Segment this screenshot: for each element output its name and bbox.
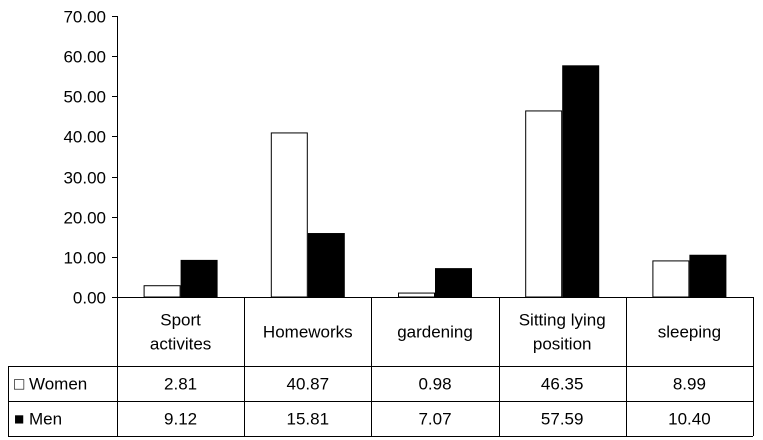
data-label-men: 15.81 [287, 410, 330, 429]
data-label-men: 57.59 [541, 410, 584, 429]
bars [143, 65, 727, 298]
bar-women-2 [398, 292, 435, 298]
category-label: sleeping [658, 323, 721, 342]
data-label-women: 0.98 [418, 375, 451, 394]
y-tick-label: 20.00 [63, 209, 106, 228]
y-tick-label: 10.00 [63, 249, 106, 268]
y-tick-label: 40.00 [63, 128, 106, 147]
data-label-men: 10.40 [668, 410, 711, 429]
y-tick-label: 50.00 [63, 88, 106, 107]
bar-men-2 [435, 268, 472, 298]
bar-men-4 [689, 254, 727, 298]
category-label: Homeworks [263, 323, 353, 342]
y-tick-label: 70.00 [63, 8, 106, 27]
y-axis: 0.00 10.00 20.00 30.00 40.00 50.00 60.00 70.00 [63, 8, 118, 308]
legend-entry-women: □ Women [14, 375, 87, 394]
bar-men-0 [180, 259, 218, 298]
y-tick-label: 30.00 [63, 169, 106, 188]
bar-women-0 [143, 285, 181, 298]
category-label: activites [150, 335, 211, 354]
y-tick-label: 60.00 [63, 48, 106, 67]
category-label: gardening [397, 323, 473, 342]
data-table: Sport activites Homeworks gardening Sitting … [8, 297, 754, 437]
bar-men-3 [562, 65, 600, 298]
data-label-women: 2.81 [164, 375, 197, 394]
data-label-men: 9.12 [164, 410, 197, 429]
legend-entry-men: ■ Men [14, 410, 62, 429]
bar-men-1 [307, 233, 345, 298]
bar-women-1 [270, 132, 308, 298]
y-tick-label: 0.00 [73, 289, 106, 308]
bar-women-3 [525, 110, 563, 298]
category-label: Sitting lying [519, 311, 606, 330]
category-label: Sport [160, 311, 201, 330]
bar-women-4 [652, 260, 690, 298]
category-label: position [533, 335, 592, 354]
data-label-men: 7.07 [418, 410, 451, 429]
data-label-women: 8.99 [673, 375, 706, 394]
data-label-women: 40.87 [287, 375, 330, 394]
data-label-women: 46.35 [541, 375, 584, 394]
